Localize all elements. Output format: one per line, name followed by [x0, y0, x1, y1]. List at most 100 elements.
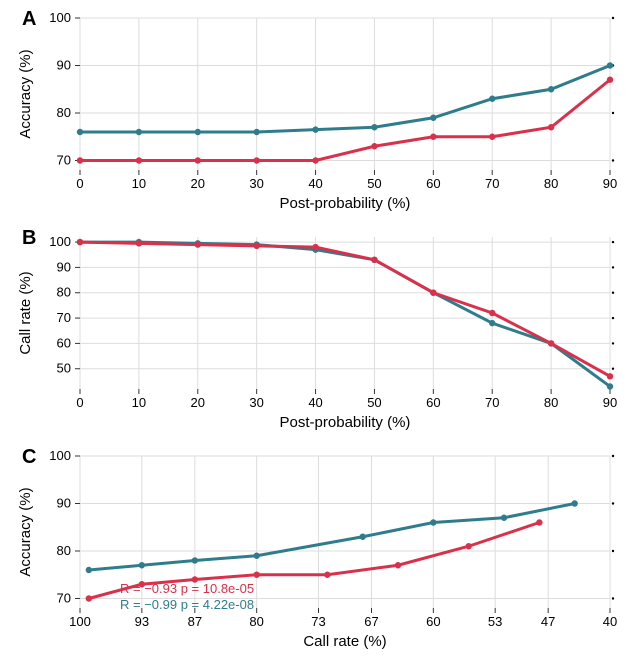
chart-B: 01020304050607080905060708090100Post-pro…	[0, 219, 632, 438]
panel-C: C404753606773808793100708090100Call rate…	[0, 438, 632, 657]
svg-text:80: 80	[57, 285, 71, 300]
series-point-red	[548, 124, 554, 130]
svg-text:30: 30	[249, 176, 263, 191]
svg-text:60: 60	[57, 335, 71, 350]
svg-text:60: 60	[426, 614, 440, 629]
stats-line-teal: R = −0.99 p = 4.22e-08	[120, 597, 254, 612]
figure-container: A0102030405060708090708090100Post-probab…	[0, 0, 632, 659]
series-point-red	[253, 572, 259, 578]
chart-C: 404753606773808793100708090100Call rate …	[0, 438, 632, 657]
series-point-teal	[359, 534, 365, 540]
series-point-red	[77, 157, 83, 163]
svg-text:70: 70	[57, 591, 71, 606]
series-point-red	[548, 340, 554, 346]
svg-text:70: 70	[485, 176, 499, 191]
series-point-teal	[489, 320, 495, 326]
series-point-red	[77, 239, 83, 245]
svg-text:60: 60	[426, 395, 440, 410]
series-point-red	[312, 157, 318, 163]
svg-text:0: 0	[76, 395, 83, 410]
svg-text:80: 80	[57, 543, 71, 558]
svg-text:40: 40	[308, 395, 322, 410]
x-axis-label: Call rate (%)	[303, 633, 386, 650]
svg-text:20: 20	[191, 176, 205, 191]
svg-text:90: 90	[603, 176, 617, 191]
svg-text:100: 100	[49, 448, 71, 463]
series-point-teal	[489, 96, 495, 102]
series-point-red	[324, 572, 330, 578]
svg-text:70: 70	[485, 395, 499, 410]
panel-B: B01020304050607080905060708090100Post-pr…	[0, 219, 632, 438]
series-point-teal	[77, 129, 83, 135]
svg-text:60: 60	[426, 176, 440, 191]
series-point-teal	[548, 86, 554, 92]
series-point-teal	[312, 126, 318, 132]
series-point-red	[253, 157, 259, 163]
y-axis-label: Accuracy (%)	[17, 487, 34, 576]
svg-text:47: 47	[541, 614, 555, 629]
x-axis-label: Post-probability (%)	[280, 195, 411, 212]
svg-text:100: 100	[49, 234, 71, 249]
svg-text:50: 50	[367, 176, 381, 191]
series-point-teal	[501, 515, 507, 521]
svg-text:50: 50	[367, 395, 381, 410]
series-point-teal	[607, 383, 613, 389]
series-point-teal	[192, 557, 198, 563]
series-point-red	[536, 519, 542, 525]
svg-text:87: 87	[188, 614, 202, 629]
svg-text:40: 40	[603, 614, 617, 629]
svg-text:90: 90	[57, 58, 71, 73]
series-point-teal	[253, 129, 259, 135]
series-point-teal	[195, 129, 201, 135]
svg-text:10: 10	[132, 395, 146, 410]
y-axis-label: Accuracy (%)	[17, 49, 34, 138]
svg-text:73: 73	[311, 614, 325, 629]
svg-text:67: 67	[364, 614, 378, 629]
series-point-red	[465, 543, 471, 549]
series-point-teal	[86, 567, 92, 573]
series-point-red	[195, 157, 201, 163]
series-point-teal	[430, 519, 436, 525]
series-point-teal	[371, 124, 377, 130]
svg-text:90: 90	[603, 395, 617, 410]
svg-text:10: 10	[132, 176, 146, 191]
series-point-red	[430, 290, 436, 296]
series-point-teal	[430, 115, 436, 121]
series-point-red	[430, 134, 436, 140]
series-point-teal	[139, 562, 145, 568]
panel-A: A0102030405060708090708090100Post-probab…	[0, 0, 632, 219]
x-axis-label: Post-probability (%)	[280, 414, 411, 431]
series-point-red	[195, 241, 201, 247]
svg-text:80: 80	[544, 395, 558, 410]
series-point-red	[371, 257, 377, 263]
svg-text:20: 20	[191, 395, 205, 410]
svg-text:90: 90	[57, 259, 71, 274]
panel-label-A: A	[22, 8, 36, 31]
series-point-teal	[571, 500, 577, 506]
y-axis-label: Call rate (%)	[17, 271, 34, 354]
series-point-teal	[607, 62, 613, 68]
svg-text:90: 90	[57, 496, 71, 511]
series-point-red	[607, 373, 613, 379]
svg-text:70: 70	[57, 310, 71, 325]
series-point-red	[607, 77, 613, 83]
series-point-teal	[253, 553, 259, 559]
series-point-red	[86, 595, 92, 601]
series-point-red	[312, 244, 318, 250]
svg-text:30: 30	[249, 395, 263, 410]
series-point-red	[489, 134, 495, 140]
svg-text:0: 0	[76, 176, 83, 191]
series-point-teal	[136, 129, 142, 135]
svg-text:80: 80	[57, 105, 71, 120]
svg-text:80: 80	[249, 614, 263, 629]
panel-label-C: C	[22, 446, 36, 469]
series-point-red	[253, 243, 259, 249]
stats-line-red: R = −0.93 p = 10.8e-05	[120, 581, 254, 596]
series-point-red	[136, 157, 142, 163]
svg-text:40: 40	[308, 176, 322, 191]
series-point-red	[395, 562, 401, 568]
series-point-red	[489, 310, 495, 316]
panel-label-B: B	[22, 227, 36, 250]
svg-text:100: 100	[49, 10, 71, 25]
svg-text:80: 80	[544, 176, 558, 191]
